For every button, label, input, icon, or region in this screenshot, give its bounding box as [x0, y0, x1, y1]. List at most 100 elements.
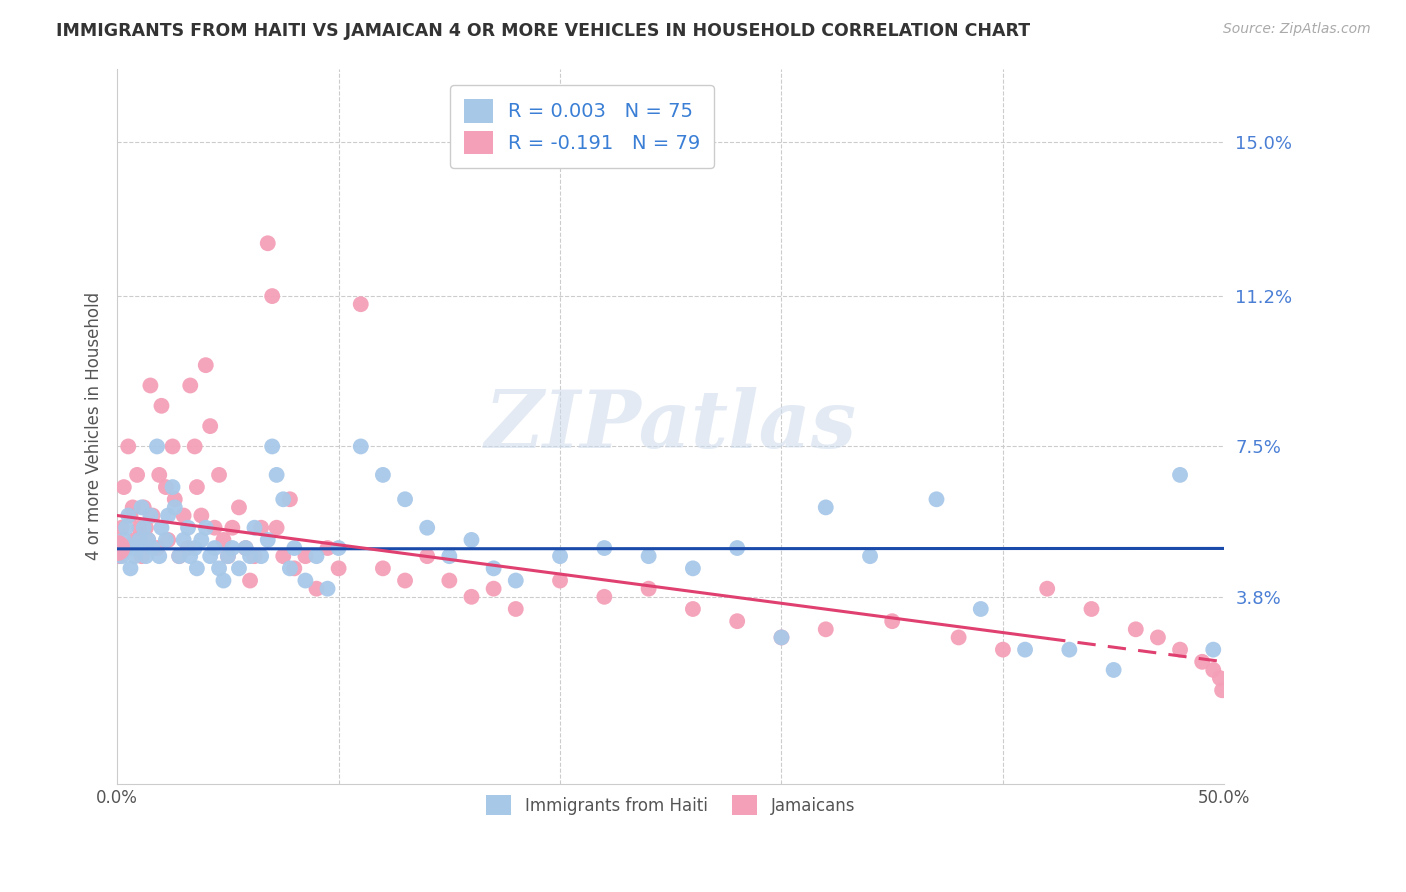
Point — [136, 533, 159, 547]
Point — [117, 439, 139, 453]
Point — [294, 574, 316, 588]
Point — [228, 500, 250, 515]
Point — [1211, 683, 1233, 698]
Point — [416, 549, 439, 564]
Point — [217, 549, 239, 564]
Point — [239, 549, 262, 564]
Point — [157, 508, 180, 523]
Point — [328, 541, 350, 555]
Point — [548, 549, 571, 564]
Point — [221, 521, 243, 535]
Point — [371, 561, 394, 575]
Point — [316, 582, 339, 596]
Point — [228, 561, 250, 575]
Point — [136, 533, 159, 547]
Point — [146, 541, 169, 555]
Point — [124, 533, 146, 547]
Point — [212, 574, 235, 588]
Point — [460, 533, 482, 547]
Point — [271, 492, 294, 507]
Point — [505, 602, 527, 616]
Point — [482, 561, 505, 575]
Point — [132, 521, 155, 535]
Point — [120, 508, 142, 523]
Point — [198, 549, 221, 564]
Point — [132, 500, 155, 515]
Point — [150, 399, 173, 413]
Point — [124, 549, 146, 564]
Point — [146, 439, 169, 453]
Point — [110, 549, 132, 564]
Point — [148, 467, 170, 482]
Point — [859, 549, 882, 564]
Point — [682, 561, 704, 575]
Point — [548, 574, 571, 588]
Point — [183, 439, 205, 453]
Point — [305, 582, 328, 596]
Point — [177, 521, 200, 535]
Point — [105, 541, 128, 555]
Point — [115, 541, 138, 555]
Point — [482, 582, 505, 596]
Point — [637, 549, 659, 564]
Text: IMMIGRANTS FROM HAITI VS JAMAICAN 4 OR MORE VEHICLES IN HOUSEHOLD CORRELATION CH: IMMIGRANTS FROM HAITI VS JAMAICAN 4 OR M… — [56, 22, 1031, 40]
Point — [250, 521, 273, 535]
Point — [770, 631, 793, 645]
Point — [925, 492, 948, 507]
Point — [593, 541, 616, 555]
Point — [505, 574, 527, 588]
Point — [593, 590, 616, 604]
Point — [167, 549, 190, 564]
Point — [108, 541, 131, 555]
Point — [948, 631, 970, 645]
Point — [179, 378, 201, 392]
Point — [142, 541, 165, 555]
Point — [167, 549, 190, 564]
Point — [266, 521, 288, 535]
Point — [262, 439, 284, 453]
Point — [121, 500, 143, 515]
Point — [131, 549, 153, 564]
Point — [135, 521, 157, 535]
Point — [725, 614, 748, 628]
Point — [212, 533, 235, 547]
Point — [271, 549, 294, 564]
Point — [194, 521, 217, 535]
Point — [1059, 642, 1081, 657]
Point — [243, 549, 266, 564]
Point — [155, 533, 177, 547]
Point — [139, 508, 162, 523]
Point — [439, 549, 461, 564]
Point — [183, 541, 205, 555]
Point — [208, 467, 231, 482]
Point — [1036, 582, 1059, 596]
Point — [190, 533, 212, 547]
Point — [278, 492, 301, 507]
Point — [1209, 671, 1232, 685]
Point — [283, 561, 305, 575]
Point — [163, 500, 186, 515]
Point — [256, 236, 278, 251]
Text: Source: ZipAtlas.com: Source: ZipAtlas.com — [1223, 22, 1371, 37]
Point — [204, 521, 226, 535]
Point — [328, 561, 350, 575]
Point — [173, 508, 195, 523]
Point — [142, 508, 165, 523]
Point — [350, 297, 373, 311]
Point — [1168, 467, 1191, 482]
Point — [177, 541, 200, 555]
Point — [135, 549, 157, 564]
Point — [162, 439, 184, 453]
Point — [1125, 623, 1147, 637]
Point — [112, 480, 135, 494]
Point — [439, 574, 461, 588]
Y-axis label: 4 or more Vehicles in Household: 4 or more Vehicles in Household — [86, 292, 103, 560]
Point — [110, 521, 132, 535]
Point — [163, 492, 186, 507]
Point — [235, 541, 257, 555]
Point — [394, 574, 416, 588]
Point — [725, 541, 748, 555]
Point — [1202, 642, 1225, 657]
Point — [120, 561, 142, 575]
Point — [278, 561, 301, 575]
